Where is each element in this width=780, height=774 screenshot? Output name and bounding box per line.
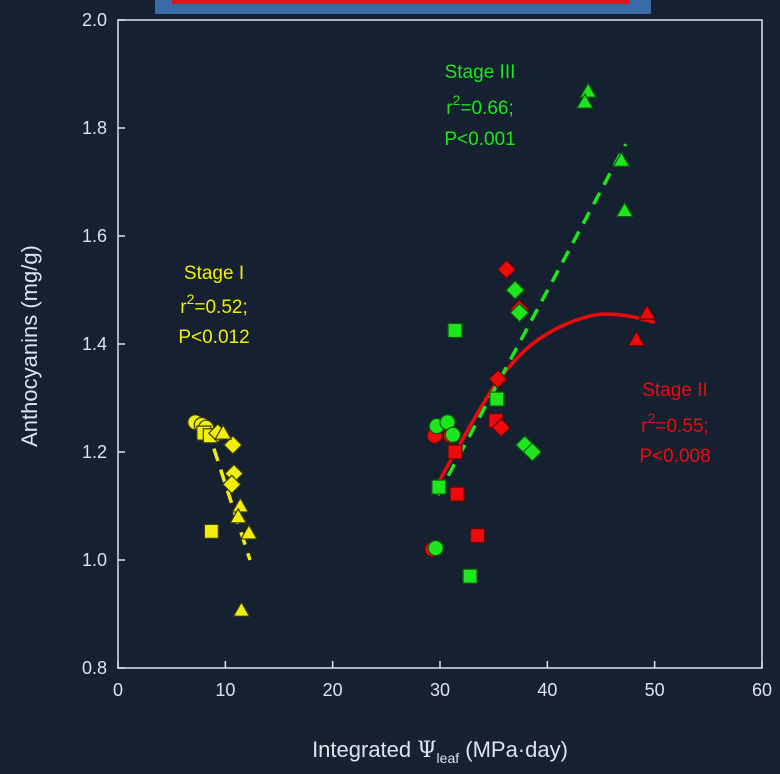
data-point-square xyxy=(462,568,478,584)
data-point-diamond xyxy=(505,280,525,300)
data-point-triangle xyxy=(229,507,248,524)
top-banner-inner xyxy=(172,0,630,4)
x-axis-title: Integrated Ψleaf (MPa·day) xyxy=(312,737,568,766)
axes: 0 10 20 30 40 50 60 0.8 1.0 1.2 1.4 1.6 1.8 2.0 xyxy=(82,10,772,700)
fit-lines xyxy=(205,143,656,561)
x-tick-label: 20 xyxy=(323,680,343,700)
data-point-square xyxy=(489,391,505,407)
stage-3-r2: r2=0.66; xyxy=(446,92,513,119)
data-point-diamond xyxy=(522,442,543,462)
data-point-diamond xyxy=(496,259,517,280)
stage-1-label: Stage I xyxy=(184,263,244,284)
x-tick-label: 30 xyxy=(430,680,450,700)
stage-1-r2: r2=0.52; xyxy=(180,291,247,318)
annotation-stage-2: Stage II r2=0.55; P<0.008 xyxy=(639,380,710,467)
data-point-square xyxy=(447,322,463,339)
y-tick-label: 1.2 xyxy=(82,442,107,462)
stage-1-p: P<0.012 xyxy=(178,327,249,348)
x-tick-label: 50 xyxy=(645,680,665,700)
fit-line-3 xyxy=(436,143,628,497)
data-point-triangle xyxy=(627,330,646,347)
data-point-diamond xyxy=(491,417,512,438)
stage-3-p: P<0.001 xyxy=(444,129,515,150)
data-point-triangle xyxy=(239,523,258,540)
data-points xyxy=(187,82,657,617)
data-point-diamond xyxy=(221,474,242,495)
data-point-square xyxy=(449,486,465,502)
x-axis-subscript: leaf xyxy=(437,750,460,766)
x-tick-label: 40 xyxy=(537,680,557,700)
annotation-stage-1: Stage I r2=0.52; P<0.012 xyxy=(178,263,249,348)
y-tick-label: 1.4 xyxy=(82,334,107,354)
y-axis-title: Anthocyanins (mg/g) xyxy=(17,245,42,447)
data-point-diamond xyxy=(222,435,243,455)
y-tick-label: 2.0 xyxy=(82,10,107,30)
stage-2-r2: r2=0.55; xyxy=(641,410,708,437)
data-point-diamond xyxy=(488,369,508,389)
y-tick-label: 1.6 xyxy=(82,226,107,246)
data-point-triangle xyxy=(214,423,233,440)
data-point-triangle xyxy=(615,201,634,218)
y-tick-label: 0.8 xyxy=(82,658,107,678)
data-point-circle xyxy=(444,426,461,443)
data-point-square xyxy=(447,444,463,460)
data-point-diamond xyxy=(509,302,530,323)
data-point-triangle xyxy=(579,82,598,98)
data-point-square xyxy=(203,523,219,539)
stage-3-label: Stage III xyxy=(445,62,516,83)
x-tick-label: 0 xyxy=(113,680,123,700)
data-point-circle xyxy=(427,540,444,557)
fit-line-2 xyxy=(433,312,656,491)
data-point-triangle xyxy=(231,496,250,513)
data-point-triangle xyxy=(612,151,631,167)
data-point-square xyxy=(431,479,447,495)
stage-2-p: P<0.008 xyxy=(639,446,710,467)
annotation-stage-3: Stage III r2=0.66; P<0.001 xyxy=(444,62,515,150)
psi-symbol: Ψ xyxy=(417,738,436,763)
x-tick-label: 10 xyxy=(215,680,235,700)
y-tick-label: 1.0 xyxy=(82,550,107,570)
data-point-triangle xyxy=(575,92,594,109)
data-point-square xyxy=(469,528,486,544)
y-tick-label: 1.8 xyxy=(82,118,107,138)
stage-2-label: Stage II xyxy=(642,380,708,401)
data-point-triangle xyxy=(232,601,251,617)
x-tick-label: 60 xyxy=(752,680,772,700)
data-point-triangle xyxy=(638,304,657,320)
